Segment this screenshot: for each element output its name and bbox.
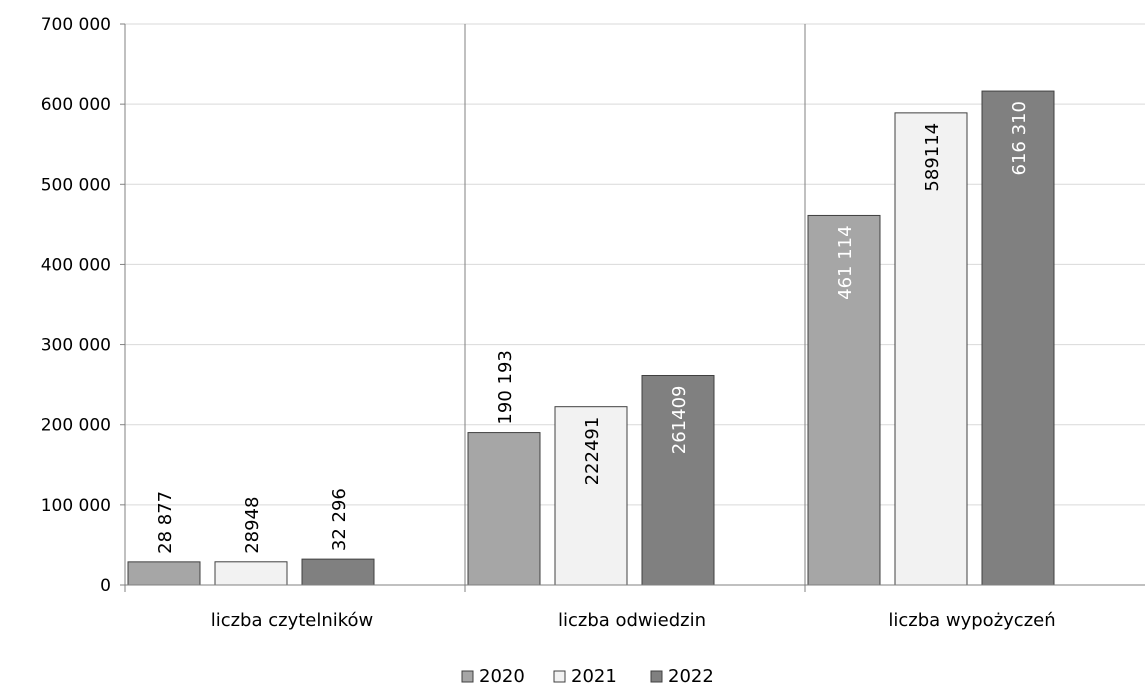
legend-label: 2022 bbox=[668, 666, 714, 687]
data-label: 222491 bbox=[582, 417, 603, 486]
category-separators bbox=[464, 24, 806, 592]
bar bbox=[214, 561, 288, 586]
data-label: 461 114 bbox=[835, 225, 856, 299]
legend-swatch bbox=[650, 670, 663, 683]
bar bbox=[554, 406, 628, 586]
y-tick-label: 500 000 bbox=[41, 175, 111, 195]
data-label: 28 877 bbox=[155, 491, 176, 554]
legend-label: 2021 bbox=[571, 666, 617, 687]
data-label: 28948 bbox=[242, 497, 263, 554]
legend-label: 2020 bbox=[479, 666, 525, 687]
bars: 28 877 28948 32 296 190 193 222491 261409 461 … bbox=[127, 90, 1055, 586]
category-label: liczba wypożyczeń bbox=[888, 610, 1055, 631]
bar bbox=[467, 432, 541, 586]
category-labels: liczba czytelników liczba odwiedzin liczba… bbox=[211, 610, 1056, 631]
data-label: 32 296 bbox=[329, 488, 350, 551]
bar bbox=[127, 561, 201, 586]
bar bbox=[301, 558, 375, 586]
category-label: liczba odwiedzin bbox=[558, 610, 706, 631]
axes bbox=[120, 23, 1145, 592]
data-label: 190 193 bbox=[495, 350, 516, 424]
data-label: 261409 bbox=[669, 385, 690, 454]
y-tick-label: 400 000 bbox=[41, 255, 111, 275]
y-tick-label: 700 000 bbox=[41, 15, 111, 35]
y-tick-labels: 0 100 000 200 000 300 000 400 000 500 000 600 … bbox=[41, 15, 111, 596]
y-tick-label: 600 000 bbox=[41, 95, 111, 115]
category-label: liczba czytelników bbox=[211, 610, 374, 631]
legend: 2020 2021 2022 bbox=[461, 666, 714, 687]
y-tick-label: 100 000 bbox=[41, 496, 111, 516]
data-label: 616 310 bbox=[1009, 101, 1030, 175]
legend-swatch bbox=[553, 670, 566, 683]
y-tick-label: 300 000 bbox=[41, 336, 111, 356]
legend-swatch bbox=[461, 670, 474, 683]
y-tick-label: 200 000 bbox=[41, 416, 111, 436]
y-tick-label: 0 bbox=[100, 576, 111, 596]
data-label: 589114 bbox=[922, 123, 943, 192]
gridlines bbox=[125, 23, 1145, 506]
